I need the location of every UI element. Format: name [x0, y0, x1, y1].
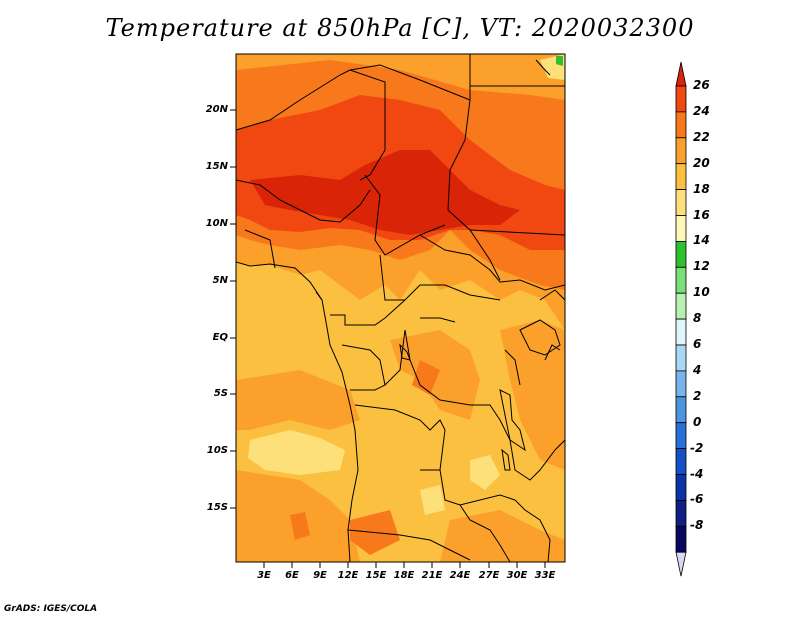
colorbar-label: 26 — [693, 78, 710, 92]
colorbar-label: -4 — [690, 466, 704, 481]
lon-label: 27E — [478, 570, 500, 581]
colorbar-swatch — [675, 215, 687, 242]
colorbar-label: 22 — [693, 129, 710, 144]
colorbar-label: 8 — [693, 311, 702, 326]
colorbar-swatch — [675, 111, 687, 139]
colorbar-swatch — [675, 318, 687, 346]
temperature-field — [236, 54, 565, 562]
colorbar-label: -6 — [690, 492, 704, 507]
colorbar-label: 20 — [693, 155, 710, 170]
field-16-18 — [248, 430, 345, 475]
lon-label: 15E — [365, 570, 387, 581]
colorbar-swatch — [675, 240, 687, 268]
lon-label: 6E — [285, 570, 299, 581]
lat-label: 20N — [205, 104, 228, 115]
colorbar-swatch — [675, 370, 687, 398]
map-frame — [235, 53, 566, 563]
lon-label: 18E — [393, 570, 415, 581]
colorbar-label: 12 — [693, 259, 710, 274]
colorbar-bottom-arrow — [675, 551, 687, 577]
colorbar-label: 4 — [693, 362, 702, 377]
colorbar-label: 6 — [693, 337, 702, 351]
colorbar-label: 24 — [693, 103, 710, 118]
lat-ticks — [230, 109, 236, 509]
colorbar-swatch — [675, 525, 687, 553]
colorbar-swatch — [675, 448, 687, 475]
chart-title: Temperature at 850hPa [C], VT: 202003230… — [105, 14, 695, 42]
colorbar-label: -8 — [690, 518, 704, 533]
lat-label: 10N — [205, 218, 228, 229]
lon-label: 9E — [313, 570, 327, 581]
lat-label: 5S — [213, 388, 228, 399]
lon-label: 30E — [506, 570, 528, 581]
field-12-14 — [556, 56, 563, 66]
colorbar-swatch — [675, 137, 687, 165]
colorbar-swatch — [675, 396, 687, 424]
colorbar-swatch — [675, 422, 687, 450]
colorbar-swatch — [675, 266, 687, 294]
colorbar-swatch — [675, 85, 687, 113]
lon-label: 12E — [337, 570, 359, 581]
lat-label: 10S — [206, 445, 228, 456]
lon-label: 24E — [449, 570, 471, 581]
country-borders — [236, 54, 565, 562]
colorbar-swatch — [675, 474, 687, 501]
lat-label: 15N — [205, 161, 228, 172]
colorbar-swatch — [675, 344, 687, 372]
lon-label: 33E — [534, 570, 556, 581]
colorbar-swatch — [675, 163, 687, 190]
colorbar-label: 10 — [693, 285, 710, 300]
lon-label: 3E — [257, 570, 271, 581]
colorbar-swatch — [675, 499, 687, 527]
colorbar-swatch — [675, 292, 687, 320]
colorbar-label: 16 — [693, 207, 710, 222]
colorbar-top-arrow — [675, 61, 687, 87]
lat-label: 5N — [212, 275, 228, 286]
colorbar-label: -2 — [690, 440, 704, 455]
colorbar-label: 14 — [693, 233, 710, 248]
colorbar-swatch — [675, 189, 687, 216]
lon-label: 21E — [421, 570, 443, 581]
lat-label: EQ — [212, 332, 228, 343]
colorbar-label: 2 — [693, 388, 702, 403]
footer-credit: GrADS: IGES/COLA — [4, 604, 98, 614]
lon-ticks — [263, 562, 546, 568]
lat-label: 15S — [206, 502, 228, 513]
colorbar-label: 0 — [693, 414, 702, 429]
colorbar-label: 18 — [693, 181, 710, 196]
colorbar — [675, 61, 687, 577]
